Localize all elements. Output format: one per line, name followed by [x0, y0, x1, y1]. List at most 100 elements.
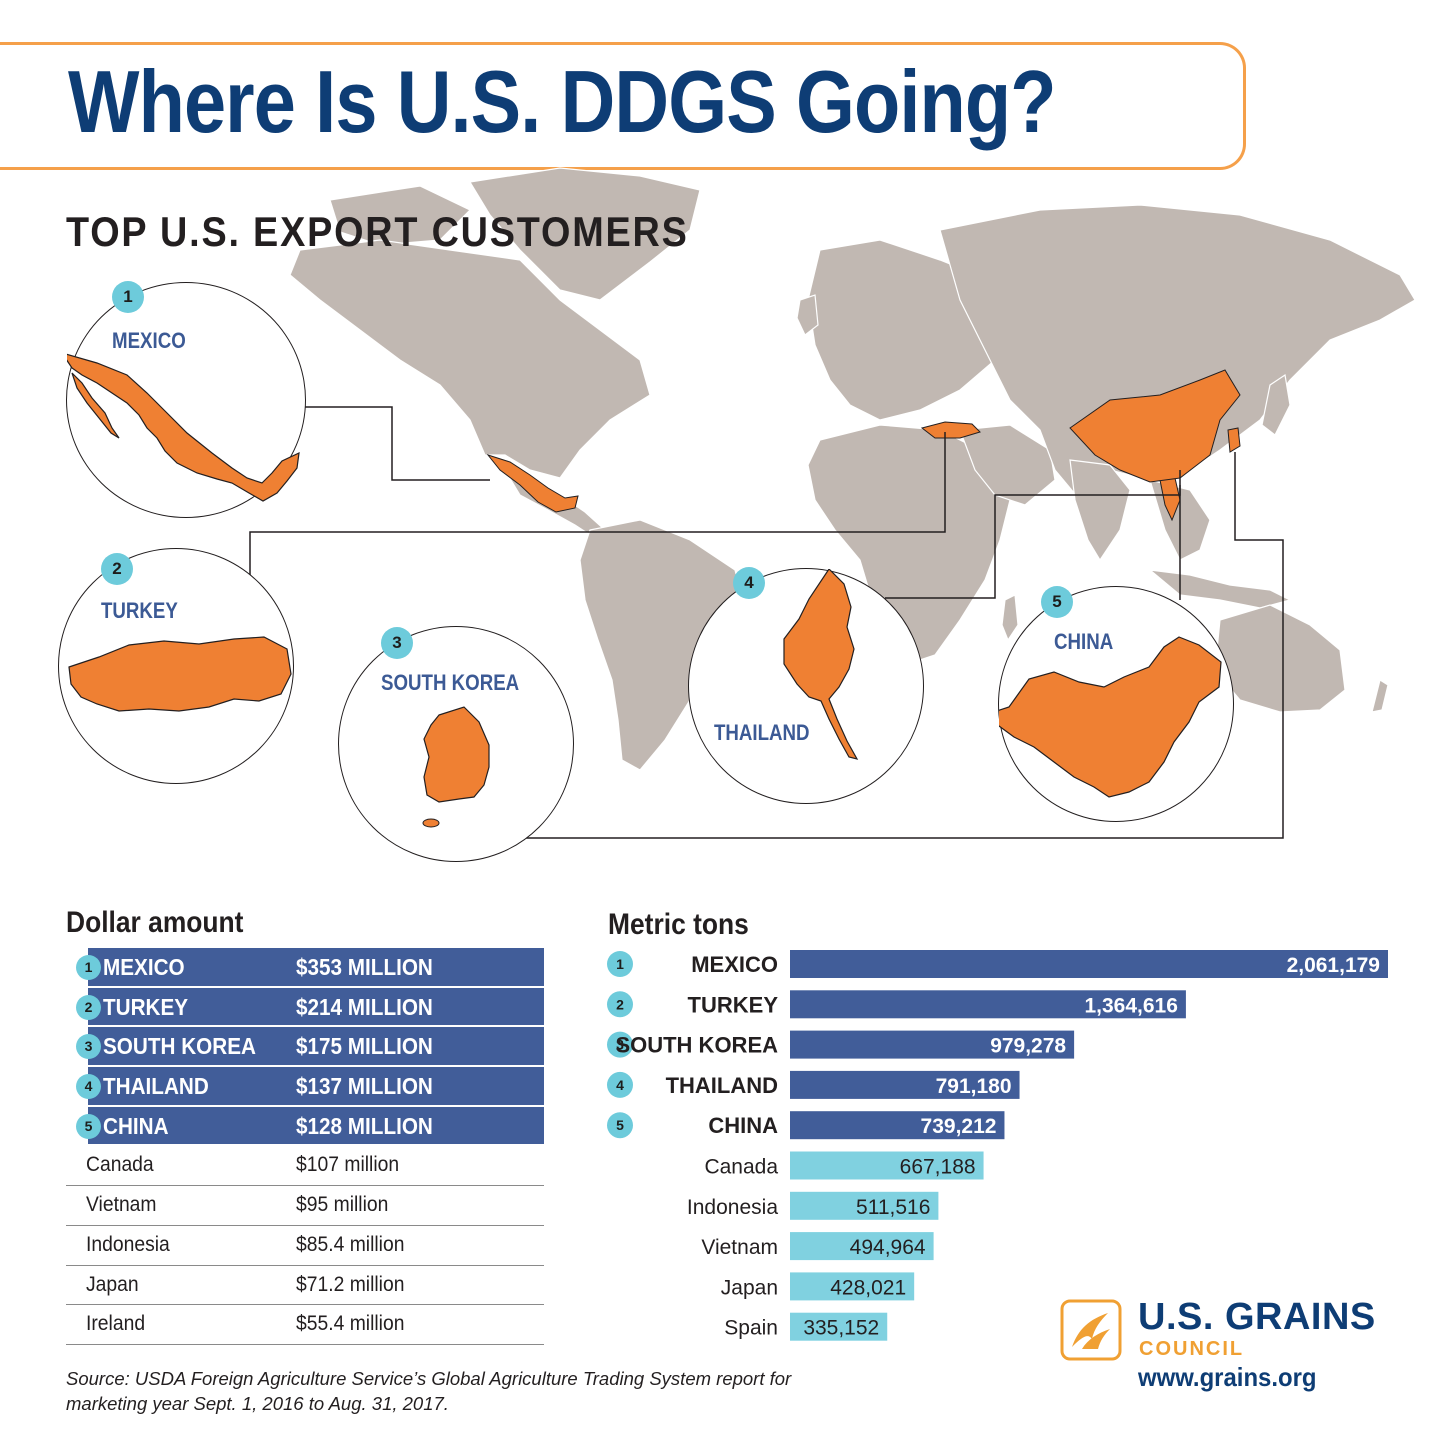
tons-bar — [790, 1232, 934, 1261]
map-china-shape — [1069, 369, 1241, 483]
inset-label-china: CHINA — [1054, 629, 1114, 654]
tons-value-label: 739,212 — [921, 1115, 997, 1138]
tons-rank-badge — [607, 991, 633, 1018]
dollar-amount: $353 MILLION — [296, 954, 433, 980]
turkey-country-shape — [68, 636, 292, 712]
south-america-shape — [579, 519, 746, 771]
dollar-country: THAILAND — [103, 1073, 209, 1100]
logo-subtitle: COUNCIL — [1139, 1338, 1245, 1360]
rank-badge: 2 — [76, 994, 101, 1020]
tons-category-label: Vietnam — [701, 1236, 778, 1259]
dollar-country: TURKEY — [103, 993, 189, 1020]
dollar-amount-heading: Dollar amount — [66, 906, 244, 939]
grains-council-logo-icon — [1060, 1299, 1122, 1361]
tons-rank-label: 1 — [616, 956, 624, 972]
japan-shape — [1261, 373, 1291, 436]
dollar-amount: $128 MILLION — [296, 1112, 433, 1139]
dollar-country: Japan — [86, 1272, 139, 1296]
tons-value-label: 667,188 — [900, 1156, 976, 1179]
dollar-amount: $214 MILLION — [296, 993, 433, 1020]
inset-china — [982, 586, 1234, 822]
map-turkey-shape — [920, 421, 981, 439]
tons-category-label: Japan — [721, 1276, 778, 1299]
tons-rank-badge — [607, 1112, 633, 1139]
tons-category-label: THAILAND — [666, 1073, 778, 1098]
arctic-islands-shape — [329, 185, 472, 246]
tons-rank-badge — [607, 1031, 633, 1058]
inset-label-turkey: TURKEY — [101, 598, 178, 623]
connector-lines — [249, 406, 1284, 839]
tons-bar — [790, 1312, 888, 1341]
north-america-shape — [289, 239, 651, 479]
dollar-country: Vietnam — [86, 1193, 157, 1217]
uk-shape — [796, 294, 819, 336]
tons-value-label: 494,964 — [850, 1236, 926, 1259]
rank-badge-2: 2 — [101, 553, 133, 585]
dollar-amount-table: 1 MEXICO $353 MILLION 2 TURKEY $214 MILL… — [66, 948, 544, 1345]
tons-value-label: 335,152 — [803, 1317, 879, 1340]
dollar-row-1: 1 MEXICO $353 MILLION — [76, 948, 544, 988]
inset-mexico — [60, 282, 306, 518]
rank-badge-3: 3 — [381, 627, 413, 659]
tons-category-label: TURKEY — [688, 992, 779, 1017]
world-map — [249, 167, 1416, 839]
tons-bar — [790, 1070, 1020, 1099]
tons-rank-badge — [607, 1071, 633, 1098]
tons-value-label: 428,021 — [830, 1276, 906, 1299]
tons-rank-label: 4 — [616, 1077, 624, 1093]
tons-category-label: Indonesia — [687, 1196, 778, 1219]
map-mexico-shape — [486, 454, 579, 513]
dollar-row-8: Indonesia $85.4 million — [66, 1226, 544, 1266]
asia-shape — [939, 204, 1416, 501]
dollar-row-3: 3 SOUTH KOREA $175 MILLION — [76, 1027, 544, 1068]
south-korea-country-shape — [422, 706, 490, 828]
highlighted-countries — [486, 369, 1241, 522]
dollar-country: MEXICO — [103, 954, 185, 980]
dollar-row-2: 2 TURKEY $214 MILLION — [76, 987, 544, 1028]
connector-mexico — [305, 406, 490, 481]
tons-value-label: 2,061,179 — [1287, 954, 1380, 977]
inset-thailand — [688, 568, 924, 804]
mexico-country-shape — [60, 351, 300, 502]
tons-bar — [790, 1191, 939, 1220]
dollar-amount: $55.4 million — [296, 1312, 405, 1336]
madagascar-shape — [1001, 594, 1019, 642]
rank-badge: 4 — [76, 1074, 101, 1100]
tons-category-label: SOUTH KOREA — [615, 1033, 778, 1058]
dollar-amount: $85.4 million — [296, 1232, 405, 1256]
tons-category-label: CHINA — [708, 1113, 778, 1138]
tons-value-label: 979,278 — [990, 1035, 1066, 1058]
tons-bar — [790, 1111, 1005, 1140]
dollar-row-6: Canada $107 million — [66, 1146, 544, 1187]
rank-badge-5: 5 — [1041, 586, 1073, 618]
inset-label-thailand: THAILAND — [714, 720, 810, 745]
india-shape — [1069, 459, 1131, 562]
dollar-country: SOUTH KOREA — [103, 1033, 256, 1060]
dollar-country: Canada — [86, 1153, 154, 1177]
dollar-amount: $71.2 million — [296, 1272, 405, 1296]
dollar-amount: $107 million — [296, 1153, 400, 1177]
dollar-country: Indonesia — [86, 1232, 170, 1256]
subtitle: TOP U.S. EXPORT CUSTOMERS — [66, 208, 689, 255]
connector-turkey — [249, 432, 946, 576]
inset-south-korea — [338, 626, 574, 862]
inset-label-south-korea: SOUTH KOREA — [381, 670, 520, 695]
logo-name: U.S. GRAINS — [1138, 1296, 1376, 1338]
tons-value-label: 1,364,616 — [1084, 994, 1177, 1017]
tons-bar — [790, 1030, 1075, 1059]
indonesia-shape — [1148, 569, 1292, 609]
connector-korea — [520, 452, 1284, 839]
logo-url[interactable]: www.grains.org — [1138, 1362, 1317, 1392]
rank-badge: 5 — [76, 1113, 101, 1139]
tons-category-label: Canada — [704, 1156, 778, 1179]
dollar-row-5: 5 CHINA $128 MILLION — [76, 1106, 544, 1147]
rank-badge: 3 — [76, 1034, 101, 1060]
dollar-row-10: Ireland $55.4 million — [66, 1305, 544, 1345]
tons-rank-label: 3 — [616, 1037, 624, 1053]
china-country-shape — [982, 636, 1222, 798]
dollar-country: Ireland — [86, 1312, 146, 1336]
tons-rank-label: 2 — [616, 996, 624, 1012]
metric-tons-heading: Metric tons — [608, 908, 749, 941]
tons-rank-badge — [607, 951, 633, 977]
